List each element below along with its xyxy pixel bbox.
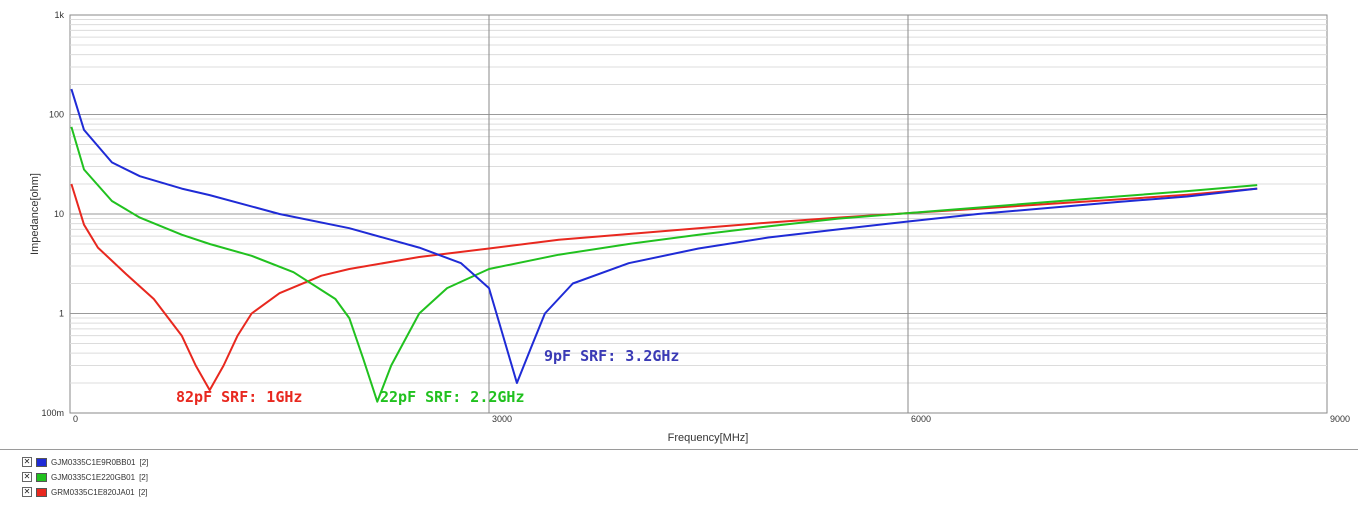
series-line [70,88,1258,384]
legend-series-suffix: [2] [139,457,149,467]
x-tick-label: 0 [73,414,78,424]
x-tick-labels: 0 3000 6000 9000 [73,414,1350,424]
y-tick-label: 1 [59,309,64,319]
legend-series-name: GJM0335C1E9R0BB01 [51,457,136,467]
series-layer [70,88,1258,403]
legend-row[interactable]: ✕ GJM0335C1E220GB01 [2] [22,470,148,484]
legend-visibility-checkbox[interactable]: ✕ [22,457,32,467]
impedance-chart: 100m 1 10 100 1k 0 3000 6000 9000 Frequency[MHz… [29,10,1350,444]
legend-series-suffix: [2] [138,487,148,497]
legend-color-swatch [36,472,47,482]
srf-annotation: 82pF SRF: 1GHz [176,388,302,406]
x-tick-label: 9000 [1330,414,1350,424]
legend-row[interactable]: ✕ GJM0335C1E9R0BB01 [2] [22,455,148,469]
legend-series-suffix: [2] [139,472,148,482]
x-axis-label: Frequency[MHz] [668,432,749,444]
legend-series-name: GRM0335C1E820JA01 [51,487,135,497]
y-tick-label: 1k [54,10,64,20]
y-tick-label: 100 [49,110,64,120]
legend-visibility-checkbox[interactable]: ✕ [22,472,32,482]
y-tick-label: 100m [41,408,64,418]
legend-series-name: GJM0335C1E220GB01 [51,472,136,482]
y-tick-labels: 100m 1 10 100 1k [41,10,64,418]
legend-color-swatch [36,487,47,497]
legend-visibility-checkbox[interactable]: ✕ [22,487,32,497]
srf-annotation: 9pF SRF: 3.2GHz [544,347,679,365]
y-axis-label: Impedance[ohm] [29,173,41,255]
annotations: 82pF SRF: 1GHz 22pF SRF: 2.2GHz 9pF SRF: 3… [176,347,679,406]
x-tick-label: 3000 [492,414,512,424]
series-line [70,126,1258,403]
srf-annotation: 22pF SRF: 2.2GHz [380,388,525,406]
x-tick-label: 6000 [911,414,931,424]
legend-color-swatch [36,457,47,467]
legend-panel: ✕ GJM0335C1E9R0BB01 [2] ✕ GJM0335C1E220GB01[… [0,449,1358,511]
legend-row[interactable]: ✕ GRM0335C1E820JA01 [2] [22,485,148,499]
y-tick-label: 10 [54,209,64,219]
